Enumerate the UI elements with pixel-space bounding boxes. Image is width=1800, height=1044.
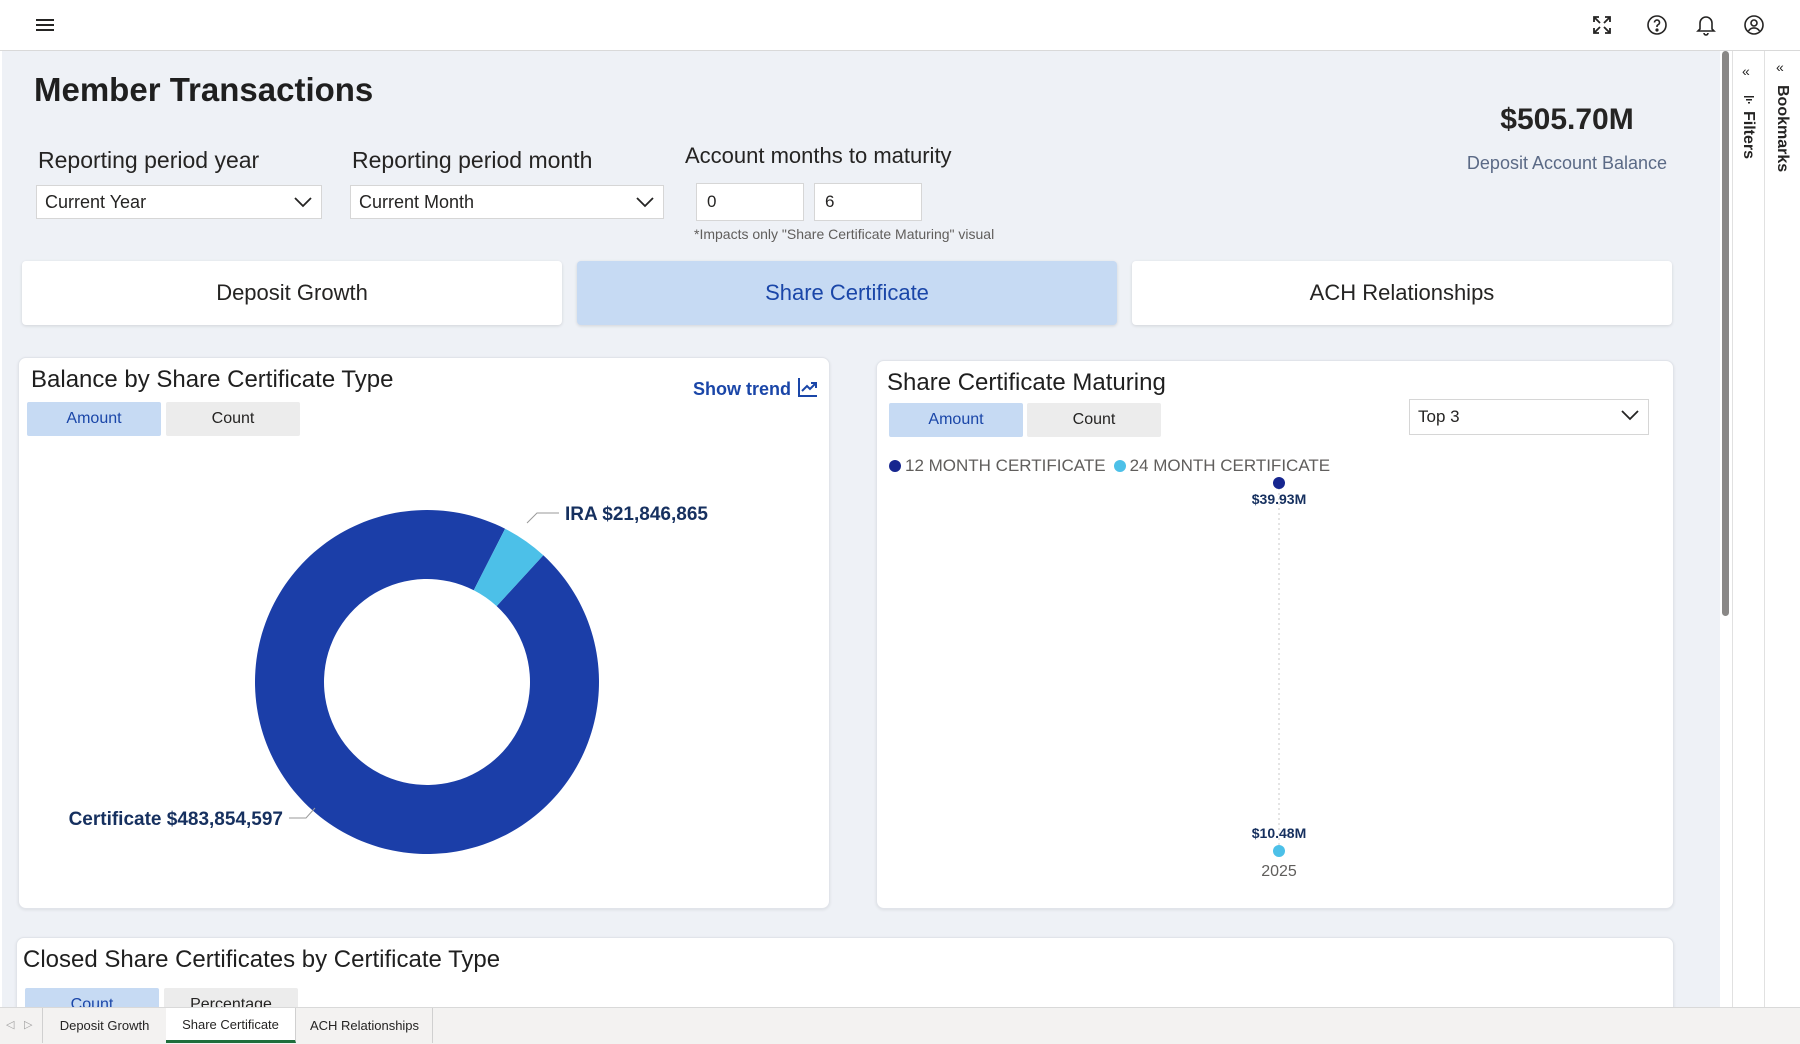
hamburger-icon[interactable] [32,12,58,38]
closed-card-title: Closed Share Certificates by Certificate… [23,946,501,973]
report-canvas: Member Transactions Reporting period yea… [2,51,1720,1007]
filter-icon [1744,91,1754,109]
kpi-value: $505.70M [1500,103,1634,136]
balance-card-title: Balance by Share Certificate Type [31,366,394,393]
bookmarks-pane[interactable]: « Bookmarks [1764,51,1800,1007]
vertical-scrollbar[interactable] [1722,51,1729,616]
point-24-month-2025[interactable] [1273,845,1285,857]
maturing-chart: $39.93M $10.48M 2025 [1252,477,1306,880]
bookmarks-pane-label: Bookmarks [1774,85,1791,173]
page-tab-ach-relationships[interactable]: ACH Relationships [297,1008,433,1043]
amount-toggle[interactable]: Amount [889,403,1023,437]
legend-dot-12-month [889,460,901,472]
kpi-label: Deposit Account Balance [1466,153,1668,173]
donut-chart: IRA $21,846,865 Certificate $483,854,597 [69,504,708,854]
chevron-down-icon [293,193,313,214]
closed-card: Closed Share Certificates by Certificate… [16,937,1674,1007]
year-dropdown[interactable]: Current Year [36,185,322,219]
count-toggle[interactable]: Count [1027,403,1161,437]
nav-tab-share-certificate[interactable]: Share Certificate [577,261,1117,325]
page-tab-share-certificate[interactable]: Share Certificate [166,1008,296,1043]
tab-scroll-left-icon[interactable]: ◁ [6,1019,15,1031]
x-tick-label: 2025 [1261,863,1297,880]
year-filter-label: Reporting period year [38,147,260,173]
expand-icon[interactable] [1589,12,1615,38]
filters-pane[interactable]: « Filters [1732,51,1765,1007]
year-dropdown-value: Current Year [45,191,147,212]
balance-card: Balance by Share Certificate Type Amount… [18,357,830,909]
donut-slice-ira[interactable] [473,528,544,607]
bell-icon[interactable] [1693,12,1719,38]
top-n-dropdown[interactable]: Top 3 [1409,399,1649,435]
account-icon[interactable] [1741,12,1767,38]
maturing-card: Share Certificate Maturing Amount Count … [876,360,1674,909]
ira-data-label: IRA $21,846,865 [565,504,708,525]
page-tab-deposit-growth[interactable]: Deposit Growth [42,1008,167,1043]
help-icon[interactable] [1644,12,1670,38]
point-label-12-month: $39.93M [1252,491,1306,507]
count-toggle[interactable]: Count [25,988,159,1007]
certificate-leader-line [289,807,316,819]
legend-label-24-month: 24 MONTH CERTIFICATE [1129,456,1331,475]
chevron-down-icon [635,193,655,214]
point-12-month-2025[interactable] [1273,477,1285,489]
maturity-max-input[interactable]: 6 [814,183,922,221]
tab-scroll-right-icon[interactable]: ▷ [24,1019,33,1031]
page-title: Member Transactions [34,71,374,108]
chevron-down-icon [1620,407,1640,427]
filters-pane-label: Filters [1740,111,1757,160]
collapse-chevron-icon[interactable]: « [1742,63,1750,79]
ira-leader-line [526,512,559,524]
maturity-filter-label: Account months to maturity [685,143,952,168]
page-tabs-bar: ◁ ▷ Deposit Growth Share Certificate ACH… [0,1007,1800,1044]
maturity-min-input[interactable]: 0 [696,183,804,221]
month-dropdown[interactable]: Current Month [350,185,664,219]
maturing-legend: 12 MONTH CERTIFICATE 24 MONTH CERTIFICAT… [889,456,1330,476]
collapse-chevron-icon[interactable]: « [1776,59,1784,75]
trend-chart-icon [797,376,819,403]
nav-tab-deposit-growth[interactable]: Deposit Growth [22,261,562,325]
amount-toggle[interactable]: Amount [27,402,161,436]
show-trend-label: Show trend [693,379,791,399]
month-filter-label: Reporting period month [352,147,593,173]
maturity-note: *Impacts only "Share Certificate Maturin… [694,226,995,242]
month-dropdown-value: Current Month [359,191,475,212]
count-toggle[interactable]: Count [166,402,300,436]
show-trend-button[interactable]: Show trend [693,376,819,403]
certificate-data-label: Certificate $483,854,597 [69,809,283,830]
top-n-value: Top 3 [1418,407,1460,426]
legend-label-12-month: 12 MONTH CERTIFICATE [905,456,1106,475]
top-bar [0,0,1800,51]
percentage-toggle[interactable]: Percentage [164,988,298,1007]
maturing-card-title: Share Certificate Maturing [887,369,1166,396]
nav-tab-ach-relationships[interactable]: ACH Relationships [1132,261,1672,325]
legend-dot-24-month [1113,460,1126,472]
donut-slice-certificate[interactable] [255,510,599,854]
point-label-24-month: $10.48M [1252,825,1306,841]
